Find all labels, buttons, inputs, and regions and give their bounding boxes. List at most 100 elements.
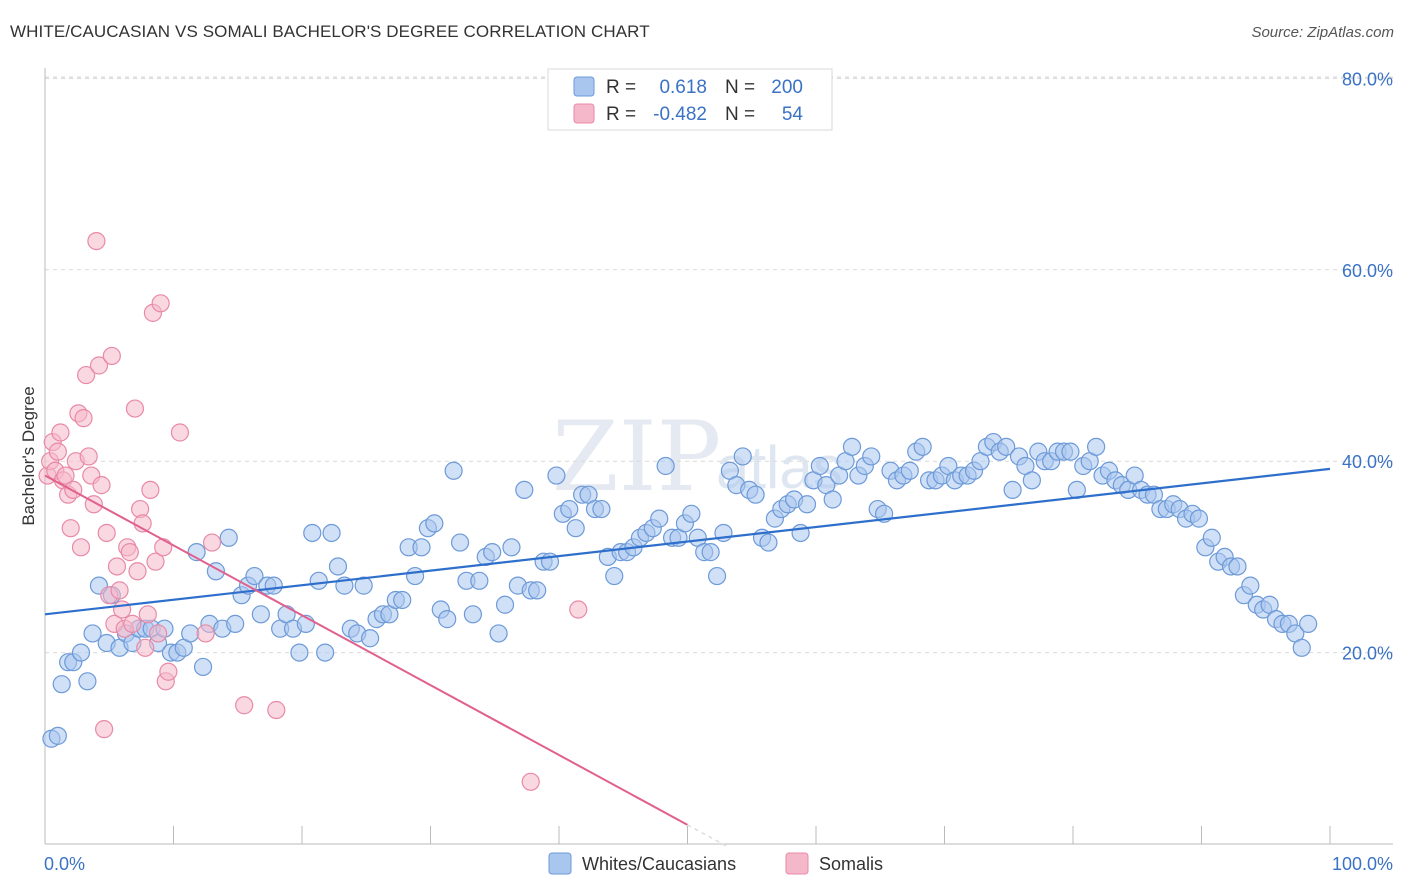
point-whites-41 bbox=[303, 523, 322, 543]
point-whites-108 bbox=[733, 447, 752, 466]
point-somalis-32 bbox=[120, 543, 139, 562]
point-whites-110 bbox=[746, 485, 765, 504]
point-somalis-34 bbox=[125, 399, 145, 418]
point-whites-72 bbox=[502, 538, 521, 557]
point-whites-69 bbox=[483, 543, 502, 562]
point-somalis-40 bbox=[141, 480, 160, 500]
point-somalis-48 bbox=[170, 423, 190, 442]
y-tick-label-40: 40.0% bbox=[1342, 452, 1393, 472]
point-whites-125 bbox=[842, 437, 862, 456]
point-whites-120 bbox=[810, 456, 829, 476]
x-tick-label-min: 0.0% bbox=[44, 854, 85, 874]
point-somalis-23 bbox=[97, 523, 116, 543]
point-whites-70 bbox=[489, 624, 508, 643]
point-whites-159 bbox=[1061, 442, 1080, 461]
point-whites-6 bbox=[78, 672, 97, 691]
point-whites-112 bbox=[759, 533, 778, 552]
point-somalis-51 bbox=[235, 696, 254, 715]
point-whites-195 bbox=[1292, 638, 1311, 657]
point-somalis-7 bbox=[56, 466, 75, 485]
legend-n-value-2: 54 bbox=[782, 104, 804, 125]
point-whites-60 bbox=[425, 514, 444, 533]
point-somalis-25 bbox=[102, 346, 121, 366]
point-whites-24 bbox=[193, 657, 213, 677]
legend-r-value-2: -0.482 bbox=[653, 104, 707, 125]
y-axis-label: Bachelor's Degree bbox=[19, 386, 38, 525]
point-somalis-16 bbox=[79, 447, 98, 466]
point-somalis-38 bbox=[136, 638, 155, 657]
trend-line-somalis-extension bbox=[687, 824, 727, 847]
point-somalis-39 bbox=[138, 605, 157, 624]
point-whites-62 bbox=[438, 610, 457, 629]
legend-n-label-1: N = bbox=[725, 77, 755, 98]
point-somalis-13 bbox=[71, 538, 91, 557]
point-somalis-53 bbox=[521, 772, 540, 791]
point-somalis-4 bbox=[48, 442, 67, 461]
point-somalis-29 bbox=[112, 600, 132, 619]
point-whites-29 bbox=[226, 614, 245, 633]
point-whites-79 bbox=[547, 466, 566, 485]
series-legend: Whites/Caucasians Somalis bbox=[548, 852, 883, 875]
legend-r-label-1: R = bbox=[606, 77, 636, 98]
point-whites-181 bbox=[1202, 528, 1221, 547]
trend-line-somalis bbox=[44, 474, 688, 826]
point-whites-58 bbox=[412, 538, 431, 557]
point-whites-179 bbox=[1189, 509, 1209, 528]
point-whites-2 bbox=[52, 675, 71, 694]
legend-r-value-1: 0.618 bbox=[659, 77, 707, 98]
point-whites-7 bbox=[83, 624, 102, 643]
point-whites-76 bbox=[528, 581, 547, 600]
point-whites-96 bbox=[656, 456, 675, 476]
point-whites-33 bbox=[251, 605, 270, 624]
bottom-legend-swatch-whites bbox=[548, 852, 572, 875]
point-whites-118 bbox=[797, 495, 817, 514]
legend-n-label-2: N = bbox=[725, 104, 755, 125]
legend-n-value-1: 200 bbox=[771, 77, 803, 98]
point-whites-82 bbox=[566, 519, 585, 538]
point-somalis-33 bbox=[123, 614, 142, 633]
y-tick-label-80: 80.0% bbox=[1342, 69, 1393, 89]
point-somalis-28 bbox=[110, 581, 129, 600]
bottom-legend-swatch-somalis bbox=[785, 852, 809, 875]
x-tick-label-max: 100.0% bbox=[1332, 854, 1393, 874]
point-somalis-45 bbox=[154, 538, 173, 557]
point-somalis-49 bbox=[196, 624, 215, 643]
point-whites-74 bbox=[515, 480, 534, 500]
y-tick-label-20: 20.0% bbox=[1342, 644, 1393, 664]
point-whites-35 bbox=[264, 576, 283, 595]
bottom-legend-somalis: Somalis bbox=[819, 854, 883, 874]
trend-lines bbox=[44, 467, 1331, 847]
point-whites-57 bbox=[405, 566, 425, 586]
point-whites-63 bbox=[444, 461, 463, 480]
point-whites-43 bbox=[316, 643, 335, 662]
point-somalis-9 bbox=[61, 519, 80, 538]
point-somalis-42 bbox=[146, 552, 165, 571]
chart-title: WHITE/CAUCASIAN VS SOMALI BACHELOR'S DEG… bbox=[10, 22, 650, 41]
point-whites-122 bbox=[823, 490, 842, 509]
point-whites-187 bbox=[1241, 576, 1260, 595]
gridlines bbox=[45, 76, 1393, 654]
point-somalis-20 bbox=[89, 356, 109, 375]
bottom-legend-whites: Whites/Caucasians bbox=[582, 854, 736, 874]
point-somalis-19 bbox=[87, 231, 106, 251]
point-whites-28 bbox=[219, 528, 238, 547]
point-whites-64 bbox=[450, 533, 470, 552]
correlation-legend: R = 0.618 N = 200 R = -0.482 N = 54 bbox=[547, 68, 833, 131]
point-whites-153 bbox=[1022, 471, 1041, 490]
point-somalis-54 bbox=[569, 600, 588, 619]
legend-swatch-blue bbox=[573, 76, 595, 97]
point-whites-66 bbox=[463, 605, 483, 624]
point-whites-67 bbox=[470, 571, 489, 590]
point-somalis-43 bbox=[148, 624, 168, 643]
point-whites-32 bbox=[245, 566, 264, 586]
point-whites-149 bbox=[997, 437, 1016, 456]
point-somalis-14 bbox=[74, 409, 93, 428]
point-whites-50 bbox=[361, 629, 380, 648]
point-whites-103 bbox=[701, 543, 720, 562]
point-somalis-50 bbox=[202, 533, 222, 552]
point-somalis-15 bbox=[77, 365, 96, 385]
point-whites-100 bbox=[682, 504, 701, 523]
point-whites-81 bbox=[560, 499, 579, 519]
point-somalis-22 bbox=[95, 720, 114, 739]
